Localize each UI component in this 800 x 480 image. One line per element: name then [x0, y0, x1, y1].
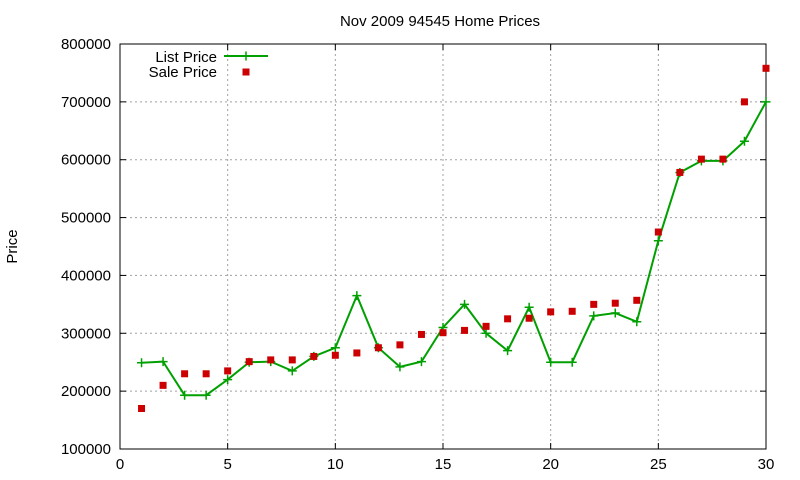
list-price-point	[137, 358, 147, 368]
y-tick-label: 200000	[61, 383, 111, 400]
sale-price-point	[762, 64, 770, 72]
sale-price-point	[611, 299, 619, 307]
sale-price-point	[267, 356, 275, 364]
sale-price-point	[224, 367, 232, 375]
sale-price-point	[547, 308, 555, 316]
data-series	[137, 64, 771, 412]
sale-price-point	[568, 307, 576, 315]
list-price-point	[180, 390, 190, 400]
y-axis-title: Price	[4, 229, 21, 263]
x-tick-label: 25	[650, 456, 667, 473]
sale-price-point	[288, 356, 296, 364]
list-price-line	[141, 101, 767, 397]
y-tick-label: 400000	[61, 267, 111, 284]
sale-price-point	[396, 341, 404, 349]
sale-price-point	[417, 330, 425, 338]
list-price-point	[395, 362, 405, 372]
list-price-point	[201, 390, 211, 400]
sale-price-point	[461, 326, 469, 334]
y-tick-label: 300000	[61, 325, 111, 342]
sale-price-point	[697, 155, 705, 163]
x-tick-label: 5	[223, 456, 231, 473]
list-price-point	[460, 299, 470, 309]
sale-price-point	[590, 300, 598, 308]
sale-price-point	[310, 352, 318, 360]
list-price-point	[610, 308, 620, 318]
legend: List Price Sale Price	[149, 49, 268, 81]
x-tick-label: 15	[435, 456, 452, 473]
list-price-point	[589, 311, 599, 321]
y-tick-label: 800000	[61, 36, 111, 53]
list-price-point	[653, 236, 663, 246]
sale-price-point	[159, 381, 167, 389]
y-tick-label: 500000	[61, 210, 111, 227]
list-price-point	[416, 357, 426, 367]
list-price-point	[287, 366, 297, 376]
y-tick-label: 100000	[61, 441, 111, 458]
list-price-point	[223, 375, 233, 385]
x-tick-label: 0	[116, 456, 124, 473]
sale-price-point	[719, 155, 727, 163]
sale-price-point	[353, 349, 361, 357]
list-price-point	[739, 136, 749, 146]
sale-price-point	[654, 228, 662, 236]
legend-marker-list-price	[241, 51, 251, 61]
y-tick-label: 600000	[61, 152, 111, 169]
sale-price-point	[181, 370, 189, 378]
list-price-point	[352, 291, 362, 301]
sale-price-point	[525, 314, 533, 322]
list-price-point	[761, 97, 771, 107]
legend-label-list-price: List Price	[155, 49, 217, 66]
axis-ticks: 0 5 10 15 20 25 30 100000 200000 300000 400000 5000…	[61, 36, 774, 473]
x-tick-label: 30	[758, 456, 775, 473]
sale-price-point	[374, 344, 382, 352]
sale-price-point	[740, 98, 748, 106]
list-price-point	[481, 328, 491, 338]
sale-price-point	[202, 370, 210, 378]
list-price-point	[158, 357, 168, 367]
sale-price-point	[504, 315, 512, 323]
y-tick-label: 700000	[61, 94, 111, 111]
list-price-point	[632, 317, 642, 327]
sale-price-point	[245, 358, 253, 366]
list-price-point	[503, 346, 513, 356]
list-price-point	[567, 357, 577, 367]
chart-title: Nov 2009 94545 Home Prices	[340, 13, 540, 30]
legend-label-sale-price: Sale Price	[149, 64, 217, 81]
x-tick-label: 10	[327, 456, 344, 473]
list-price-point	[546, 357, 556, 367]
x-tick-label: 20	[542, 456, 559, 473]
sale-price-point	[676, 168, 684, 176]
sale-price-point	[439, 329, 447, 337]
sale-price-point	[633, 296, 641, 304]
list-price-point	[524, 302, 534, 312]
sale-price-point	[482, 322, 490, 330]
sale-price-point	[331, 351, 339, 359]
sale-price-point	[138, 405, 146, 412]
list-price-point	[330, 343, 340, 353]
legend-marker-sale-price	[242, 68, 250, 76]
